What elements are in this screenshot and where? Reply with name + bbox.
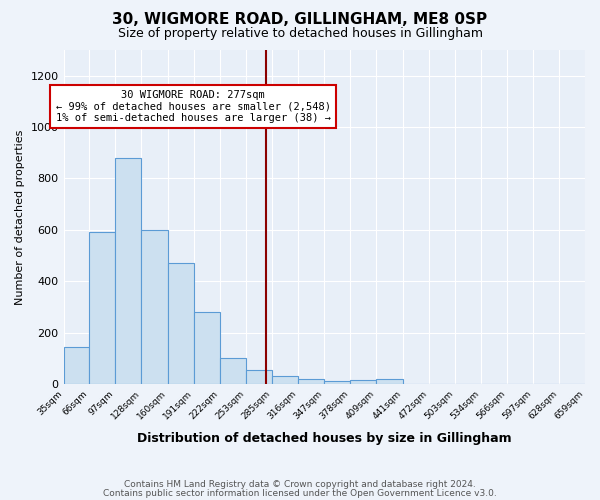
Text: Contains public sector information licensed under the Open Government Licence v3: Contains public sector information licen… — [103, 489, 497, 498]
Bar — [141, 230, 168, 384]
Bar — [194, 312, 220, 384]
Bar — [168, 263, 194, 384]
Bar — [246, 370, 272, 384]
Y-axis label: Number of detached properties: Number of detached properties — [15, 130, 25, 304]
Text: 30 WIGMORE ROAD: 277sqm
← 99% of detached houses are smaller (2,548)
1% of semi-: 30 WIGMORE ROAD: 277sqm ← 99% of detache… — [56, 90, 331, 123]
Text: 30, WIGMORE ROAD, GILLINGHAM, ME8 0SP: 30, WIGMORE ROAD, GILLINGHAM, ME8 0SP — [112, 12, 488, 28]
Bar — [89, 232, 115, 384]
Bar — [272, 376, 298, 384]
Bar — [298, 379, 324, 384]
Bar — [350, 380, 376, 384]
Bar — [324, 381, 350, 384]
Bar — [376, 380, 403, 384]
Bar — [64, 346, 89, 384]
Text: Contains HM Land Registry data © Crown copyright and database right 2024.: Contains HM Land Registry data © Crown c… — [124, 480, 476, 489]
Bar — [220, 358, 246, 384]
Bar — [115, 158, 141, 384]
X-axis label: Distribution of detached houses by size in Gillingham: Distribution of detached houses by size … — [137, 432, 512, 445]
Text: Size of property relative to detached houses in Gillingham: Size of property relative to detached ho… — [118, 28, 482, 40]
